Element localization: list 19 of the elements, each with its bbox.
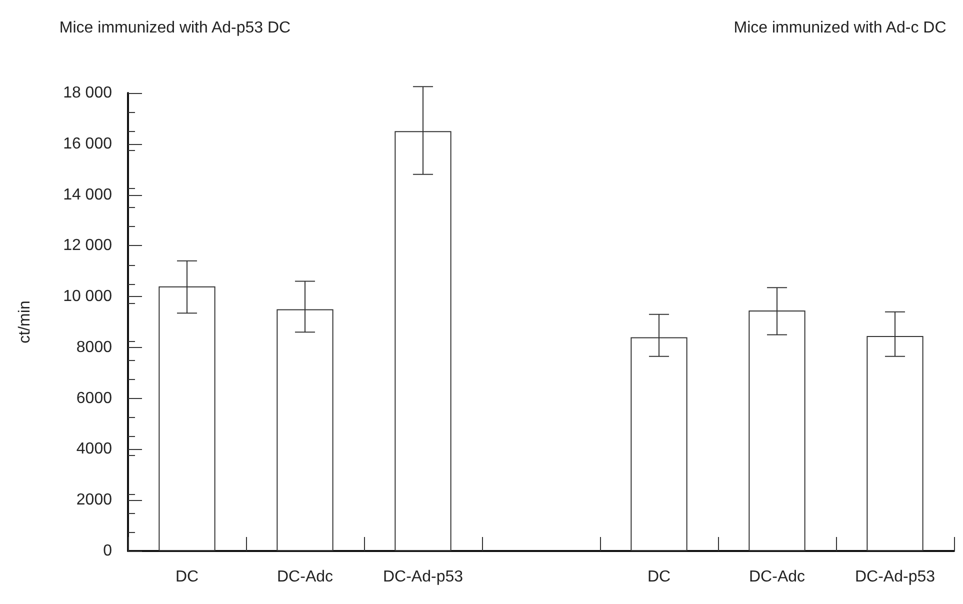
text: Mice immunized with Ad-p53 DC [59,20,291,36]
y-tick-label: 8000 [76,338,112,356]
x-tick-label: DC-Ad-p53 [382,568,464,586]
x-tick-label: DC-Ad-p53 [854,568,936,586]
y-tick-label: 2000 [76,492,112,509]
x-tick-label: DC-Adc [748,568,806,586]
y-tick-label: 10 000 [63,288,112,306]
y-tick-label: 18 000 [63,84,112,102]
y-tick-label: 12 000 [63,237,112,254]
y-axis-title: ct/min [16,300,34,344]
y-tick-label: 4000 [76,440,112,458]
x-tick-label: DC-Adc [276,568,334,586]
y-tick-label: 0 [103,542,112,560]
y-tick-label: 16 000 [63,135,112,152]
x-tick-label: DC [647,568,671,586]
x-tick-label: DC [175,568,199,586]
y-tick-label: 6000 [76,390,112,407]
y-tick-label: 14 000 [63,186,112,204]
text: Mice immunized with Ad-c DC [734,20,946,36]
